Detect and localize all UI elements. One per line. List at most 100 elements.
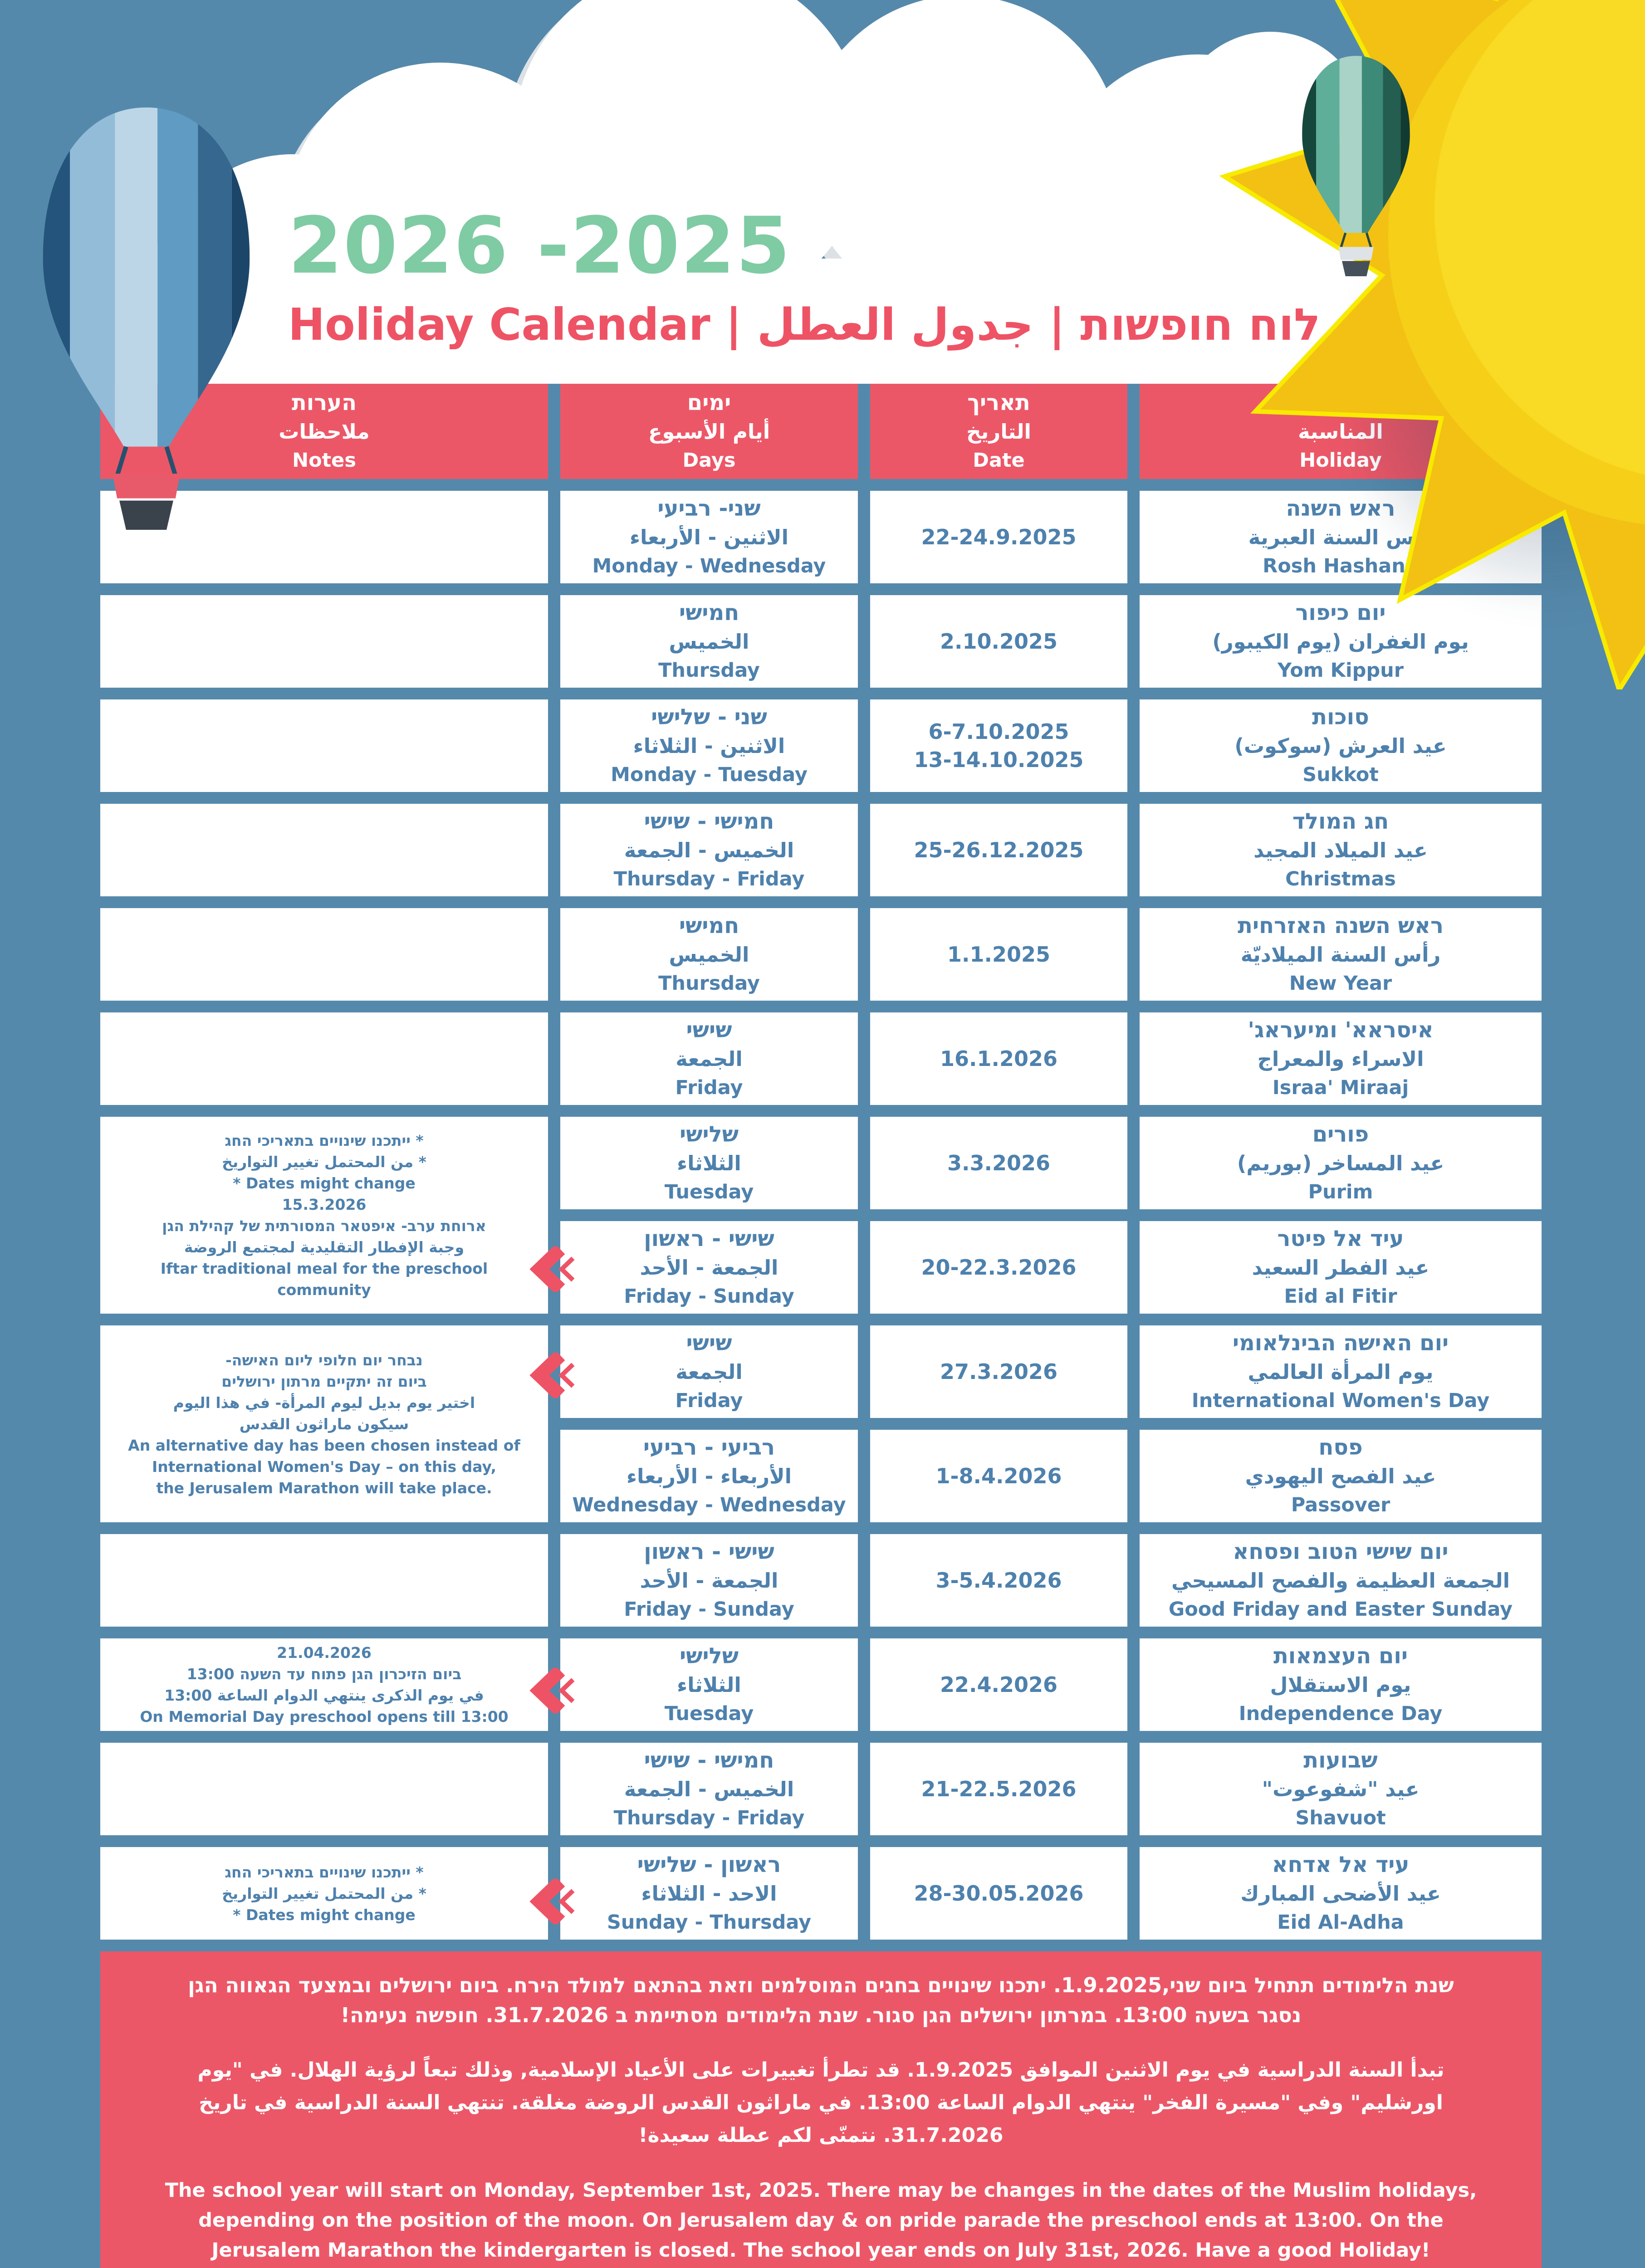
text-line: An alternative day has been chosen inste… <box>128 1436 520 1454</box>
text-line: الاحد - الثلاثاء <box>641 1882 777 1906</box>
text-line: 22-24.9.2025 <box>921 525 1077 549</box>
text-line: 21.04.2026 <box>277 1644 372 1662</box>
text-line: יום כיפור <box>1295 600 1386 626</box>
date-cell: 21-22.5.2026 <box>870 1743 1127 1835</box>
title-years: 2026 -2025 <box>288 200 791 291</box>
notes-cell <box>100 1012 548 1105</box>
header-cell-days: ימים أيام الأسبوع Days <box>560 384 858 479</box>
text-line: 20-22.3.2026 <box>921 1255 1077 1280</box>
text-line: Rosh Hashana <box>1263 555 1419 577</box>
text-line: שישי <box>686 1330 732 1356</box>
text-line: * من المحتمل تغيير التواريخ <box>222 1153 426 1171</box>
date-cell: 3.3.2026 <box>870 1117 1127 1209</box>
text-line: 3.3.2026 <box>947 1151 1050 1175</box>
days-cell: שישי الجمعة Friday <box>560 1325 858 1418</box>
days-cell: חמישי - שישי الخميس - الجمعة Thursday - Fr… <box>560 804 858 896</box>
text-line: International Women's Day <box>1191 1389 1490 1412</box>
text-line: 15.3.2026 <box>282 1196 367 1213</box>
text-line: Passover <box>1291 1494 1390 1516</box>
text-line: الخميس - الجمعة <box>624 838 794 862</box>
text-line: Thursday <box>658 972 760 995</box>
notes-cell: 21.04.2026 ביום הזיכרון הגן פתוח עד השעה … <box>100 1638 548 1731</box>
text-line: Purim <box>1308 1181 1373 1203</box>
notes-cell <box>100 699 548 792</box>
date-cell: 22-24.9.2025 <box>870 491 1127 583</box>
text-line: Eid Al-Adha <box>1277 1911 1404 1934</box>
text-line: * Dates might change <box>233 1906 416 1924</box>
holiday-cell: יום האישה הבינלאומי يوم المرأة العالمي Int… <box>1140 1325 1542 1418</box>
text-line: שבועות <box>1303 1748 1378 1773</box>
text-line: سيكون ماراثون القدس <box>239 1415 409 1433</box>
text-line: יום שישי הטוב ופסחא <box>1233 1539 1449 1564</box>
hot-air-balloon-teal-icon <box>1302 56 1410 276</box>
text-line: عيد العرش (سوكوت) <box>1234 734 1447 758</box>
holiday-cell: יום שישי הטוב ופסחא الجمعة العظيمة والفصح… <box>1140 1534 1542 1627</box>
date-cell: 25-26.12.2025 <box>870 804 1127 896</box>
text-line: ביום זה יתקיים מרתון ירושלים <box>221 1372 427 1390</box>
text-line: الثلاثاء <box>677 1673 741 1697</box>
holiday-cell: פורים عيد المساخر (بوريم) Purim <box>1140 1117 1542 1209</box>
text-line: Tuesday <box>664 1181 754 1203</box>
text-line: وجبة الإفطار التقليدية لمجتمع الروضة <box>184 1238 465 1256</box>
text-line: חמישי - שישי <box>644 1748 774 1773</box>
text-line: التاريخ <box>966 420 1031 444</box>
footer-notes: שנת הלימודים תתחיל ביום שני,1.9.2025. ית… <box>100 1951 1542 2268</box>
days-cell: חמישי الخميس Thursday <box>560 595 858 688</box>
text-line: חג המולד <box>1292 809 1389 834</box>
date-cell: 3-5.4.2026 <box>870 1534 1127 1627</box>
text-line: Date <box>973 449 1025 472</box>
text-line: الجمعة العظيمة والفصح المسيحي <box>1171 1569 1510 1593</box>
holiday-cell: ראש השנה האזרחית رأس السنة الميلاديّة New … <box>1140 908 1542 1001</box>
notes-cell: * ייתכנו שינויים בתאריכי החג * من المحتمل… <box>100 1847 548 1940</box>
text-line: Wednesday - Wednesday <box>572 1494 846 1516</box>
text-line: 1.1.2025 <box>947 942 1050 967</box>
notes-cell <box>100 908 548 1001</box>
text-line: عيد الفطر السعيد <box>1252 1256 1430 1280</box>
footer-text-arabic: تبدأ السنة الدراسية في يوم الاثنين الموا… <box>197 2058 1444 2147</box>
text-line: * ייתכנו שינויים בתאריכי החג <box>225 1863 424 1881</box>
text-line: الأربعاء - الأربعاء <box>626 1464 792 1488</box>
notes-cell <box>100 804 548 896</box>
text-line: Tuesday <box>664 1702 754 1725</box>
text-line: Thursday - Friday <box>613 868 805 890</box>
footer-text-hebrew: שנת הלימודים תתחיל ביום שני,1.9.2025. ית… <box>188 1973 1454 2027</box>
text-line: Friday <box>675 1389 743 1412</box>
text-line: 1-8.4.2026 <box>935 1464 1062 1488</box>
text-line: Yom Kippur <box>1278 659 1404 682</box>
date-cell: 1.1.2025 <box>870 908 1127 1001</box>
text-line: סוכות <box>1312 704 1369 730</box>
text-line: Israa' Miraaj <box>1272 1076 1409 1099</box>
text-line: רביעי - רביעי <box>643 1435 775 1460</box>
text-line: 25-26.12.2025 <box>914 838 1084 862</box>
text-line: ראש השנה האזרחית <box>1238 913 1444 938</box>
text-line: ملاحظات <box>279 420 370 444</box>
text-line: חמישי <box>679 600 739 626</box>
text-line: * Dates might change <box>233 1174 416 1192</box>
sun-icon <box>1219 0 1645 689</box>
text-line: أيام الأسبوع <box>648 420 770 444</box>
days-cell: שישי - ראשון الجمعة - الأحد Friday - Sunda… <box>560 1221 858 1314</box>
days-cell: ראשון - שלישי الاحد - الثلاثاء Sunday - Th… <box>560 1847 858 1940</box>
text-line: 28-30.05.2026 <box>914 1881 1084 1906</box>
footer-text-english: The school year will start on Monday, Se… <box>165 2179 1477 2262</box>
text-line: Eid al Fitir <box>1284 1285 1397 1308</box>
text-line: * من المحتمل تغيير التواريخ <box>222 1884 426 1902</box>
text-line: פסח <box>1318 1435 1363 1460</box>
text-line: עיד אל אדחא <box>1272 1852 1410 1877</box>
text-line: Iftar traditional meal for the preschool… <box>160 1260 488 1299</box>
text-line: the Jerusalem Marathon will take place. <box>156 1479 492 1497</box>
text-line: שלישי <box>679 1122 739 1147</box>
text-line: الجمعة - الأحد <box>640 1256 778 1280</box>
text-line: يوم الاستقلال <box>1270 1673 1411 1697</box>
text-line: * ייתכנו שינויים בתאריכי החג <box>225 1132 424 1149</box>
text-line: الجمعة <box>676 1360 743 1384</box>
text-line: رأس السنة الميلاديّة <box>1240 943 1441 967</box>
text-line: ארוחת ערב- איפטאר המסורתית של קהילת הגן <box>162 1217 486 1235</box>
text-line: 2.10.2025 <box>940 629 1058 654</box>
text-line: Days <box>682 449 736 472</box>
text-line: פורים <box>1312 1122 1369 1147</box>
days-cell: שני - שלישי الاثنين - الثلاثاء Monday - Tu… <box>560 699 858 792</box>
text-line: رأس السنة العبرية <box>1248 525 1433 549</box>
text-line: Friday <box>675 1076 743 1099</box>
text-line: عيد "شفوعوت" <box>1262 1777 1420 1801</box>
